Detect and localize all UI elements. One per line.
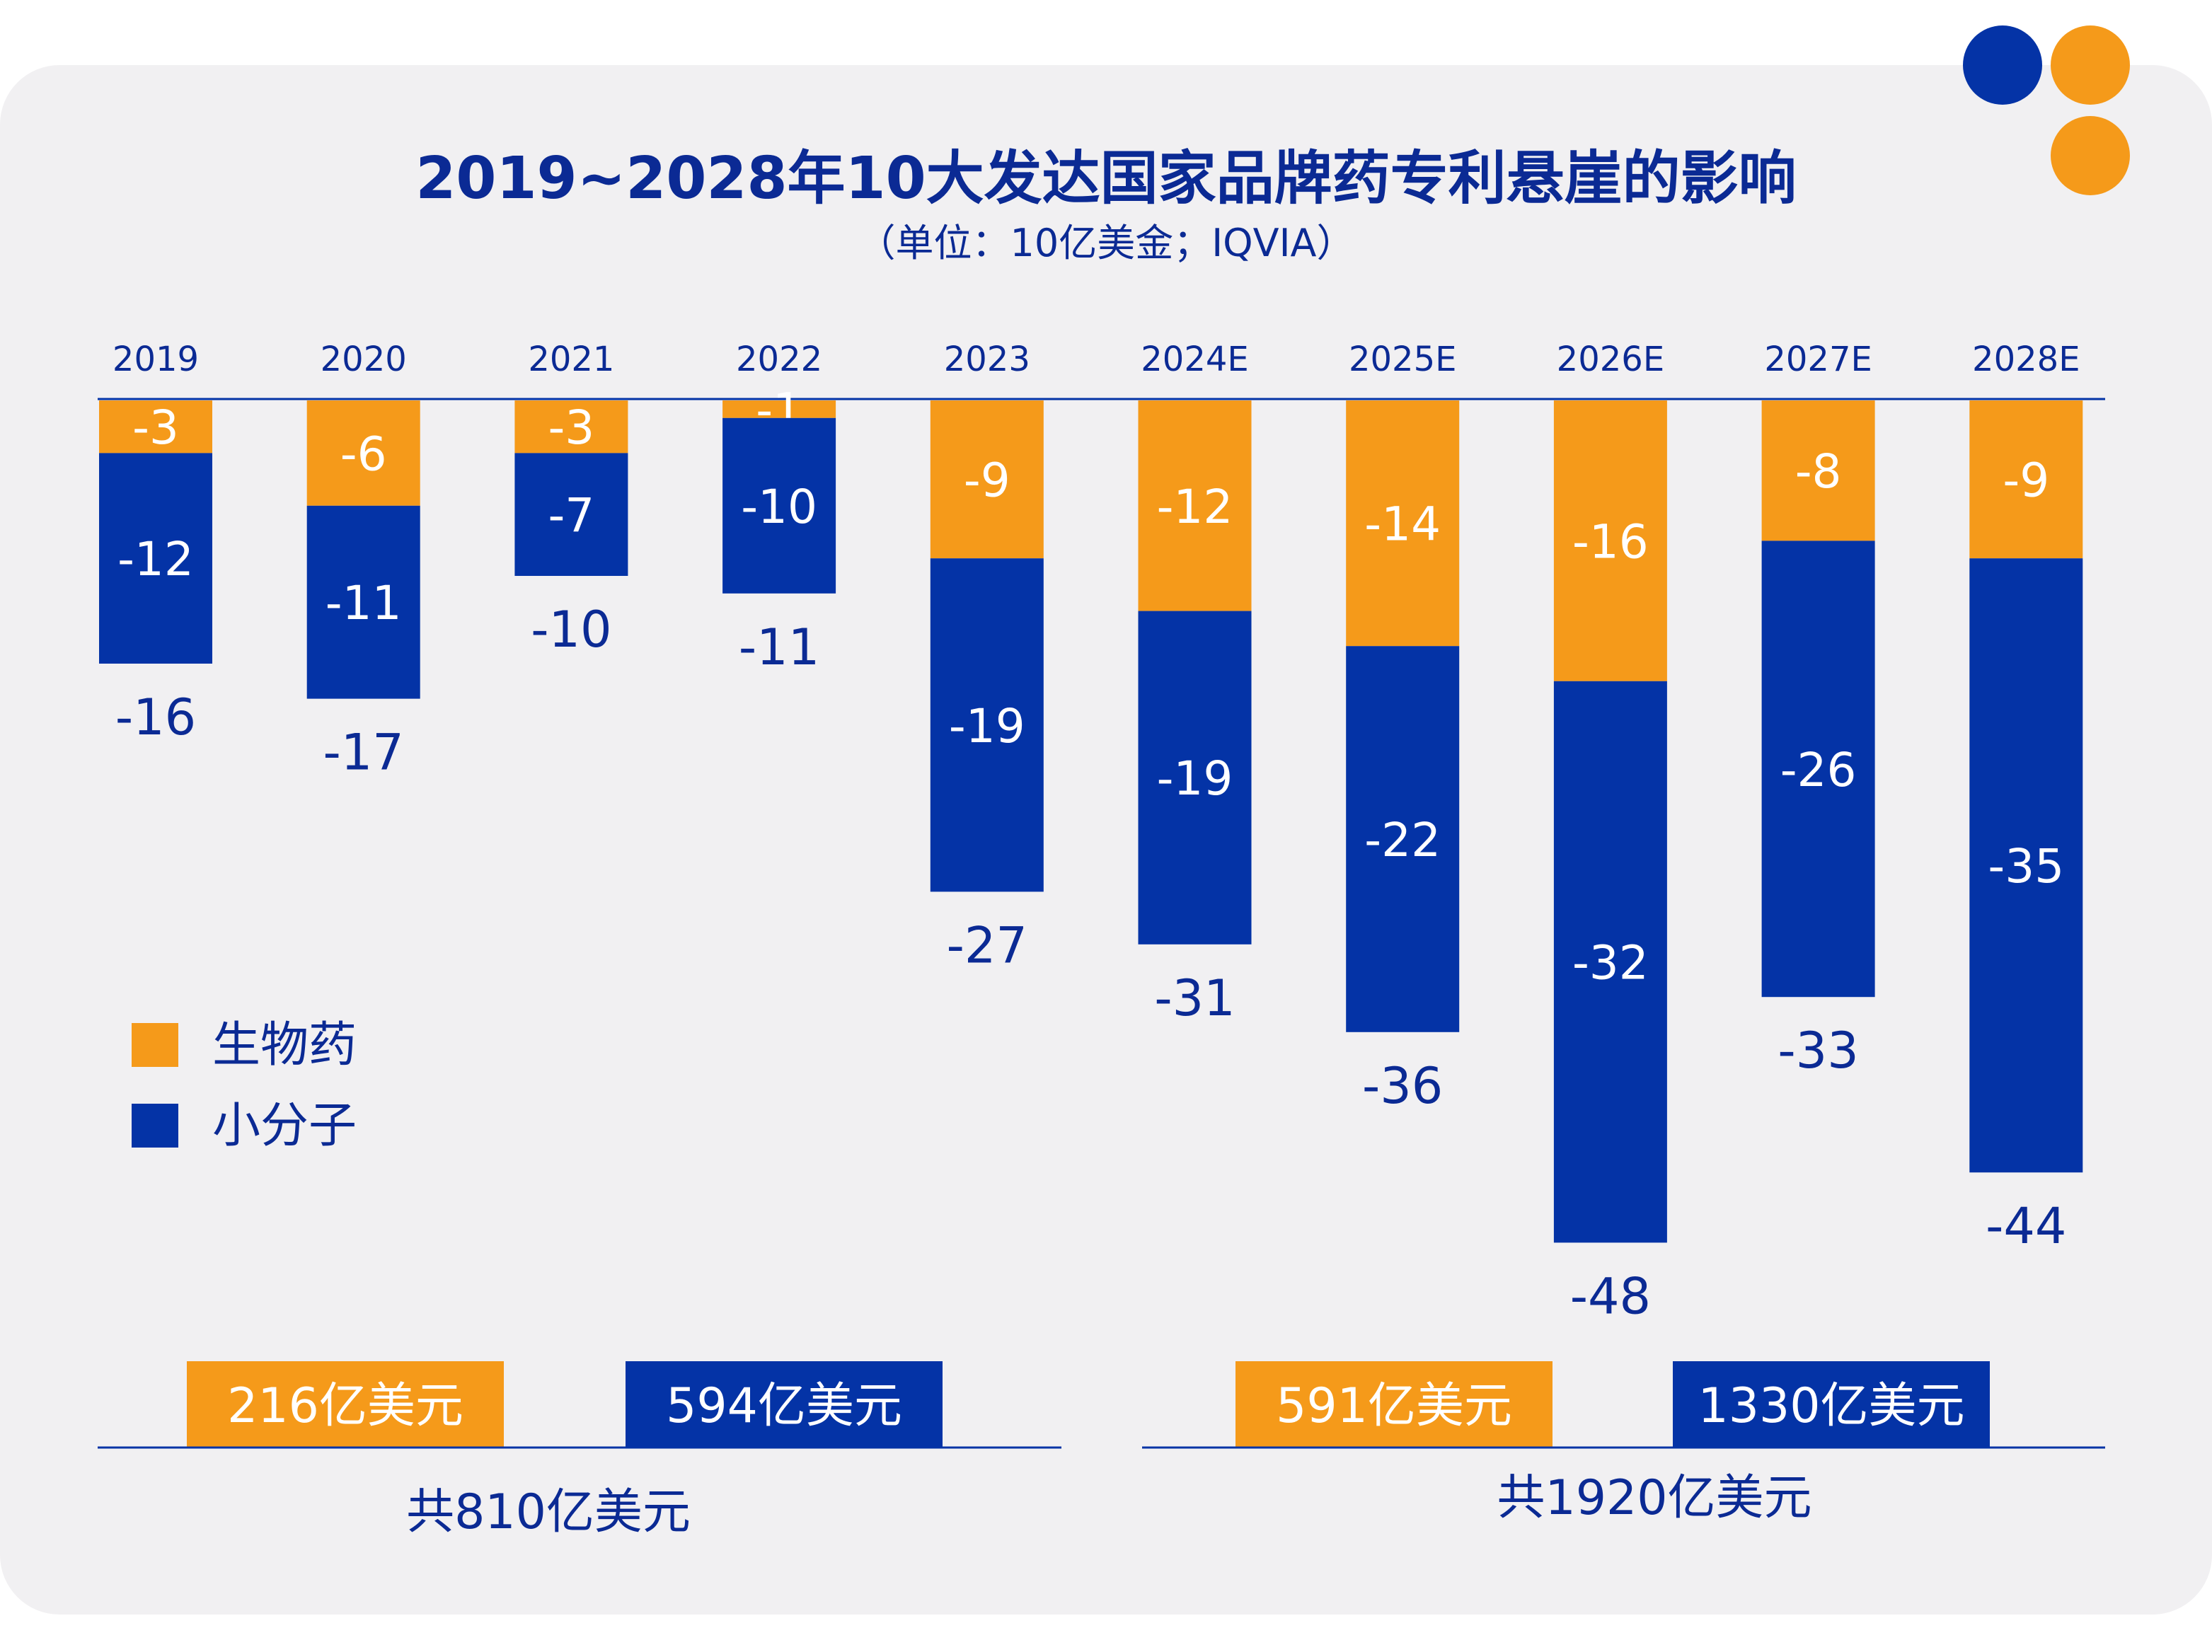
decorative-dot-blue xyxy=(1963,25,2042,105)
bar-segment-small xyxy=(1761,541,1875,998)
summary-right-small: 1330亿美元 xyxy=(1698,1378,1964,1434)
bar-segment-bio xyxy=(722,400,836,418)
legend-swatch-bio xyxy=(132,1023,178,1067)
summary-left-small: 594亿美元 xyxy=(666,1378,902,1434)
summary-left-bio: 216亿美元 xyxy=(227,1378,463,1434)
bar-segment-bio xyxy=(1969,400,2083,559)
data-label-total: -27 xyxy=(947,916,1027,974)
category-label: 2019 xyxy=(113,340,199,379)
chart-subtitle: （单位：10亿美金；IQVIA） xyxy=(858,221,1355,265)
bar-segment-bio xyxy=(1346,400,1460,647)
category-label: 2020 xyxy=(321,340,407,379)
bar-segment-small xyxy=(99,453,212,664)
bars-group: 2019 -3 -12 -16 2020 -6 -11 -17 2021 -3 -7 -10 2022 -… xyxy=(99,340,2083,1325)
data-label-bio: -16 xyxy=(1572,514,1649,569)
data-label-small: -7 xyxy=(548,488,594,543)
summary-right-total: 共1920亿美元 xyxy=(1497,1470,1811,1526)
decorative-dot-orange-top xyxy=(2051,25,2130,105)
category-label: 2025E xyxy=(1349,340,1456,379)
bar-segment-small xyxy=(1346,646,1460,1032)
category-label: 2023 xyxy=(944,340,1030,379)
summary-left-small-box xyxy=(626,1361,943,1448)
data-label-bio: -8 xyxy=(1795,444,1842,499)
summary-right-bio: 591亿美元 xyxy=(1276,1378,1512,1434)
summary-right-bio-box xyxy=(1235,1361,1553,1448)
data-label-small: -10 xyxy=(741,480,817,534)
category-label: 2021 xyxy=(528,340,614,379)
category-label: 2024E xyxy=(1141,340,1248,379)
data-label-small: -26 xyxy=(1780,743,1857,797)
bar-segment-bio xyxy=(1138,400,1252,611)
data-label-small: -35 xyxy=(1988,839,2064,894)
data-label-total: -48 xyxy=(1570,1267,1651,1325)
data-label-bio: -9 xyxy=(2003,454,2049,508)
data-label-total: -33 xyxy=(1778,1022,1858,1080)
data-label-total: -44 xyxy=(1986,1197,2066,1255)
chart-title: 2019~2028年10大发达国家品牌药专利悬崖的影响 xyxy=(415,145,1796,212)
bar-segment-small xyxy=(514,453,628,576)
category-label: 2028E xyxy=(1972,340,2080,379)
data-label-small: -22 xyxy=(1364,813,1441,867)
data-label-small: -19 xyxy=(1157,751,1233,806)
data-label-total: -36 xyxy=(1362,1057,1443,1115)
category-label: 2026E xyxy=(1557,340,1664,379)
legend-label-bio: 生物药 xyxy=(212,1017,357,1073)
bar-segment-bio xyxy=(1761,400,1875,541)
data-label-total: -17 xyxy=(323,724,404,782)
summary-right-small-box xyxy=(1673,1361,1990,1448)
summary-left-total: 共810亿美元 xyxy=(406,1484,691,1540)
data-label-bio: -12 xyxy=(1157,480,1233,534)
data-label-small: -11 xyxy=(326,576,402,630)
data-label-small: -19 xyxy=(949,699,1025,753)
bar-segment-bio xyxy=(99,400,212,454)
category-label: 2022 xyxy=(736,340,822,379)
data-label-bio: -3 xyxy=(132,400,179,455)
data-label-bio: -6 xyxy=(340,427,387,481)
data-label-bio: -14 xyxy=(1364,497,1441,552)
bar-segment-small xyxy=(1969,558,2083,1173)
decorative-dot-orange-bottom xyxy=(2051,116,2130,195)
bar-segment-small xyxy=(1138,611,1252,945)
bar-segment-small xyxy=(1553,681,1667,1243)
legend-label-small: 小分子 xyxy=(212,1098,357,1154)
category-label: 2027E xyxy=(1764,340,1872,379)
bar-segment-bio xyxy=(930,400,1044,559)
data-label-total: -31 xyxy=(1154,969,1235,1027)
data-label-bio: -9 xyxy=(964,454,1010,508)
bar-segment-bio xyxy=(306,400,420,506)
bar-segment-bio xyxy=(514,400,628,454)
bar-segment-small xyxy=(306,505,420,699)
data-label-small: -12 xyxy=(117,532,194,587)
data-label-total: -11 xyxy=(739,618,819,676)
legend-swatch-small xyxy=(132,1104,178,1148)
data-label-small: -32 xyxy=(1572,936,1649,990)
data-label-total: -16 xyxy=(115,688,196,746)
bar-segment-bio xyxy=(1553,400,1667,681)
bar-segment-small xyxy=(722,417,836,594)
data-label-total: -10 xyxy=(531,601,611,659)
summary-left-bio-box xyxy=(187,1361,504,1448)
data-label-bio: -3 xyxy=(548,400,594,455)
bar-segment-small xyxy=(930,558,1044,892)
